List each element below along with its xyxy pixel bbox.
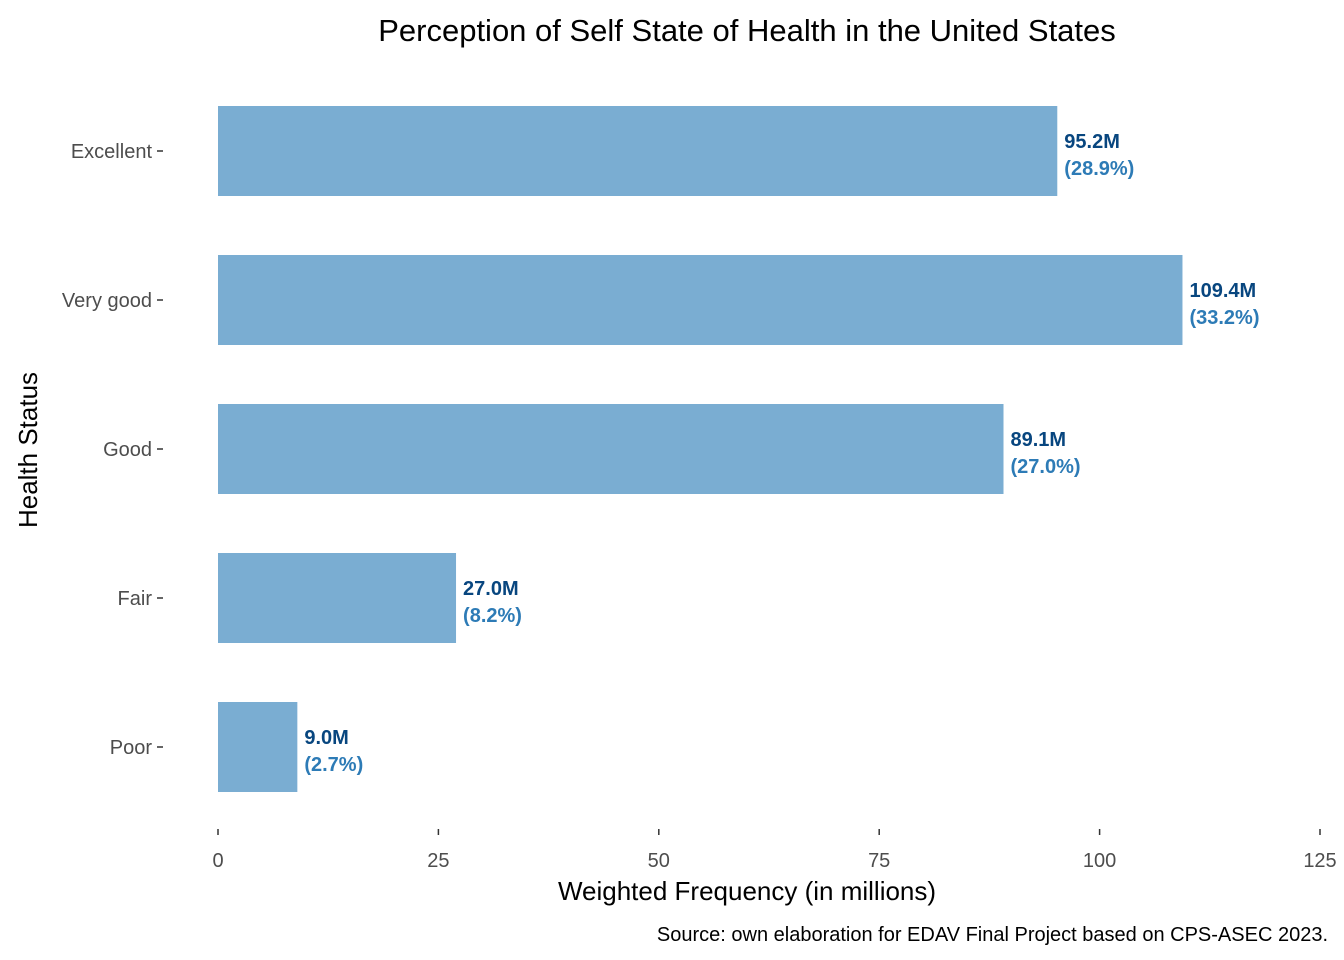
value-label: 89.1M [1011, 429, 1067, 451]
x-tick-label: 125 [1303, 850, 1336, 872]
bars-group: 95.2M (28.9%) 109.4M (33.2%) 89.1M (27.0%) 27.… [218, 106, 1260, 792]
y-axis-title: Health Status [13, 372, 43, 528]
value-label: 27.0M [463, 578, 519, 600]
bar-excellent [218, 106, 1058, 196]
x-axis: 0 25 50 75 100 125 [212, 829, 1337, 872]
x-tick-label: 0 [212, 850, 223, 872]
y-tick-label: Poor [110, 737, 153, 759]
x-tick-label: 25 [427, 850, 449, 872]
value-label: 95.2M [1064, 131, 1120, 153]
y-axis: Excellent Very good Good Fair Poor [62, 141, 163, 759]
percent-label: (28.9%) [1064, 158, 1134, 180]
chart-title: Perception of Self State of Health in th… [378, 13, 1116, 48]
x-tick-label: 75 [868, 850, 890, 872]
y-tick-label: Good [103, 439, 152, 461]
percent-label: (33.2%) [1189, 307, 1259, 329]
percent-label: (8.2%) [463, 605, 522, 627]
chart-caption: Source: own elaboration for EDAV Final P… [657, 924, 1328, 946]
percent-label: (27.0%) [1011, 456, 1081, 478]
percent-label: (2.7%) [304, 754, 363, 776]
y-tick-label: Excellent [71, 141, 153, 163]
x-axis-title: Weighted Frequency (in millions) [558, 876, 936, 906]
value-label: 109.4M [1189, 280, 1256, 302]
x-tick-label: 50 [648, 850, 670, 872]
x-tick-label: 100 [1083, 850, 1116, 872]
y-tick-label: Very good [62, 290, 152, 312]
bar-poor [218, 702, 298, 792]
bar-very-good [218, 255, 1183, 345]
y-tick-label: Fair [118, 588, 153, 610]
value-label: 9.0M [304, 727, 348, 749]
bar-fair [218, 553, 457, 643]
bar-good [218, 404, 1004, 494]
